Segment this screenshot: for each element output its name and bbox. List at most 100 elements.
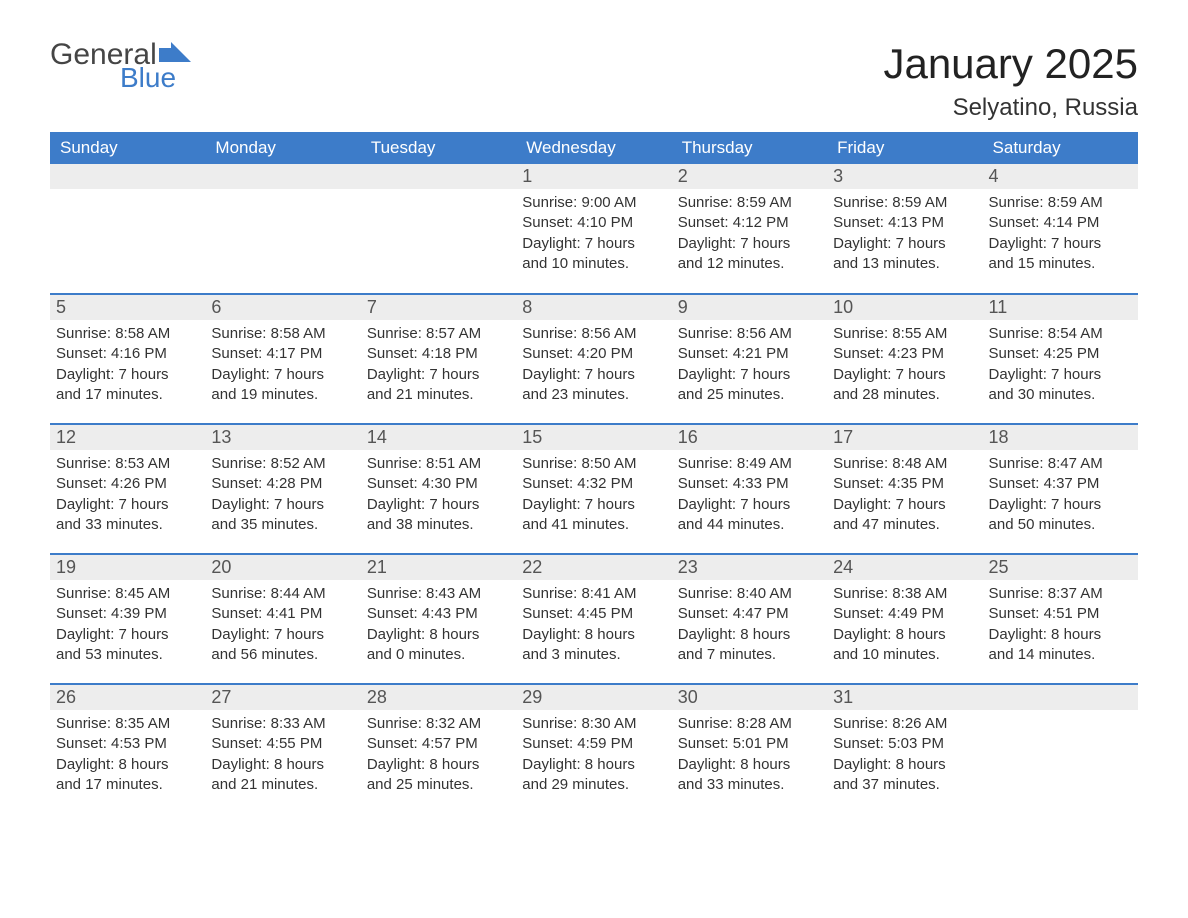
day-number: 6 xyxy=(205,295,360,320)
calendar-day-cell: 30Sunrise: 8:28 AMSunset: 5:01 PMDayligh… xyxy=(672,684,827,814)
calendar-day-cell: 17Sunrise: 8:48 AMSunset: 4:35 PMDayligh… xyxy=(827,424,982,554)
calendar-day-cell xyxy=(50,164,205,294)
day-sunset: Sunset: 5:01 PM xyxy=(678,734,821,754)
day-sunrise: Sunrise: 8:54 AM xyxy=(989,324,1132,344)
day-sunset: Sunset: 4:13 PM xyxy=(833,213,976,233)
day-sunrise: Sunrise: 8:52 AM xyxy=(211,454,354,474)
weekday-header: Thursday xyxy=(672,132,827,164)
weekday-header: Saturday xyxy=(983,132,1138,164)
day-sunrise: Sunrise: 8:49 AM xyxy=(678,454,821,474)
day-d2: and 7 minutes. xyxy=(678,645,821,665)
day-body: Sunrise: 8:59 AMSunset: 4:14 PMDaylight:… xyxy=(983,189,1138,284)
day-number: 9 xyxy=(672,295,827,320)
day-d1: Daylight: 7 hours xyxy=(522,234,665,254)
calendar-day-cell xyxy=(983,684,1138,814)
day-d2: and 25 minutes. xyxy=(367,775,510,795)
header: General Blue January 2025 Selyatino, Rus… xyxy=(50,40,1138,122)
day-sunrise: Sunrise: 8:35 AM xyxy=(56,714,199,734)
title-block: January 2025 Selyatino, Russia xyxy=(883,40,1138,122)
day-body: Sunrise: 8:59 AMSunset: 4:13 PMDaylight:… xyxy=(827,189,982,284)
day-sunset: Sunset: 4:32 PM xyxy=(522,474,665,494)
day-body: Sunrise: 8:44 AMSunset: 4:41 PMDaylight:… xyxy=(205,580,360,675)
day-sunset: Sunset: 4:59 PM xyxy=(522,734,665,754)
day-sunset: Sunset: 4:55 PM xyxy=(211,734,354,754)
calendar-day-cell: 2Sunrise: 8:59 AMSunset: 4:12 PMDaylight… xyxy=(672,164,827,294)
calendar-day-cell: 5Sunrise: 8:58 AMSunset: 4:16 PMDaylight… xyxy=(50,294,205,424)
day-sunrise: Sunrise: 8:28 AM xyxy=(678,714,821,734)
day-d2: and 33 minutes. xyxy=(56,515,199,535)
day-d1: Daylight: 7 hours xyxy=(989,234,1132,254)
day-d1: Daylight: 7 hours xyxy=(367,495,510,515)
calendar-day-cell: 15Sunrise: 8:50 AMSunset: 4:32 PMDayligh… xyxy=(516,424,671,554)
day-number: 3 xyxy=(827,164,982,189)
day-d1: Daylight: 8 hours xyxy=(522,625,665,645)
day-body: Sunrise: 8:30 AMSunset: 4:59 PMDaylight:… xyxy=(516,710,671,805)
day-sunrise: Sunrise: 8:57 AM xyxy=(367,324,510,344)
calendar-day-cell: 28Sunrise: 8:32 AMSunset: 4:57 PMDayligh… xyxy=(361,684,516,814)
day-d1: Daylight: 8 hours xyxy=(522,755,665,775)
day-sunset: Sunset: 4:23 PM xyxy=(833,344,976,364)
day-sunrise: Sunrise: 8:26 AM xyxy=(833,714,976,734)
day-sunset: Sunset: 4:20 PM xyxy=(522,344,665,364)
calendar-day-cell: 20Sunrise: 8:44 AMSunset: 4:41 PMDayligh… xyxy=(205,554,360,684)
day-sunrise: Sunrise: 8:32 AM xyxy=(367,714,510,734)
day-number: 20 xyxy=(205,555,360,580)
day-sunset: Sunset: 4:37 PM xyxy=(989,474,1132,494)
day-sunrise: Sunrise: 8:38 AM xyxy=(833,584,976,604)
day-number: 26 xyxy=(50,685,205,710)
calendar-day-cell: 16Sunrise: 8:49 AMSunset: 4:33 PMDayligh… xyxy=(672,424,827,554)
day-sunrise: Sunrise: 8:37 AM xyxy=(989,584,1132,604)
day-sunrise: Sunrise: 8:51 AM xyxy=(367,454,510,474)
day-sunrise: Sunrise: 8:53 AM xyxy=(56,454,199,474)
day-d1: Daylight: 7 hours xyxy=(56,495,199,515)
calendar-day-cell: 25Sunrise: 8:37 AMSunset: 4:51 PMDayligh… xyxy=(983,554,1138,684)
day-body: Sunrise: 8:56 AMSunset: 4:20 PMDaylight:… xyxy=(516,320,671,415)
day-sunrise: Sunrise: 8:59 AM xyxy=(833,193,976,213)
day-d1: Daylight: 8 hours xyxy=(833,625,976,645)
logo-text-blue: Blue xyxy=(120,64,191,92)
day-d2: and 47 minutes. xyxy=(833,515,976,535)
day-number: 15 xyxy=(516,425,671,450)
day-d1: Daylight: 8 hours xyxy=(56,755,199,775)
day-sunset: Sunset: 4:14 PM xyxy=(989,213,1132,233)
day-number-empty xyxy=(983,685,1138,710)
calendar-day-cell: 4Sunrise: 8:59 AMSunset: 4:14 PMDaylight… xyxy=(983,164,1138,294)
calendar-day-cell: 27Sunrise: 8:33 AMSunset: 4:55 PMDayligh… xyxy=(205,684,360,814)
day-d2: and 28 minutes. xyxy=(833,385,976,405)
day-d2: and 56 minutes. xyxy=(211,645,354,665)
day-d1: Daylight: 7 hours xyxy=(833,365,976,385)
day-number: 25 xyxy=(983,555,1138,580)
day-d1: Daylight: 7 hours xyxy=(989,365,1132,385)
calendar-day-cell: 21Sunrise: 8:43 AMSunset: 4:43 PMDayligh… xyxy=(361,554,516,684)
day-sunrise: Sunrise: 8:59 AM xyxy=(678,193,821,213)
calendar-day-cell: 31Sunrise: 8:26 AMSunset: 5:03 PMDayligh… xyxy=(827,684,982,814)
calendar-day-cell: 7Sunrise: 8:57 AMSunset: 4:18 PMDaylight… xyxy=(361,294,516,424)
day-d2: and 44 minutes. xyxy=(678,515,821,535)
day-d2: and 3 minutes. xyxy=(522,645,665,665)
day-d2: and 14 minutes. xyxy=(989,645,1132,665)
day-d2: and 17 minutes. xyxy=(56,775,199,795)
calendar-day-cell: 6Sunrise: 8:58 AMSunset: 4:17 PMDaylight… xyxy=(205,294,360,424)
day-body: Sunrise: 8:28 AMSunset: 5:01 PMDaylight:… xyxy=(672,710,827,805)
day-sunset: Sunset: 4:33 PM xyxy=(678,474,821,494)
day-body: Sunrise: 8:58 AMSunset: 4:16 PMDaylight:… xyxy=(50,320,205,415)
calendar-day-cell: 24Sunrise: 8:38 AMSunset: 4:49 PMDayligh… xyxy=(827,554,982,684)
day-sunset: Sunset: 4:43 PM xyxy=(367,604,510,624)
day-body: Sunrise: 8:38 AMSunset: 4:49 PMDaylight:… xyxy=(827,580,982,675)
weekday-header: Friday xyxy=(827,132,982,164)
calendar-day-cell: 11Sunrise: 8:54 AMSunset: 4:25 PMDayligh… xyxy=(983,294,1138,424)
day-d2: and 37 minutes. xyxy=(833,775,976,795)
calendar-day-cell xyxy=(205,164,360,294)
day-sunset: Sunset: 4:57 PM xyxy=(367,734,510,754)
day-sunset: Sunset: 4:45 PM xyxy=(522,604,665,624)
day-d1: Daylight: 7 hours xyxy=(211,625,354,645)
day-sunrise: Sunrise: 8:45 AM xyxy=(56,584,199,604)
day-d2: and 21 minutes. xyxy=(367,385,510,405)
day-body: Sunrise: 8:33 AMSunset: 4:55 PMDaylight:… xyxy=(205,710,360,805)
day-number-empty xyxy=(205,164,360,189)
calendar-day-cell: 13Sunrise: 8:52 AMSunset: 4:28 PMDayligh… xyxy=(205,424,360,554)
day-d2: and 13 minutes. xyxy=(833,254,976,274)
day-sunrise: Sunrise: 8:59 AM xyxy=(989,193,1132,213)
calendar-day-cell: 1Sunrise: 9:00 AMSunset: 4:10 PMDaylight… xyxy=(516,164,671,294)
day-sunrise: Sunrise: 9:00 AM xyxy=(522,193,665,213)
